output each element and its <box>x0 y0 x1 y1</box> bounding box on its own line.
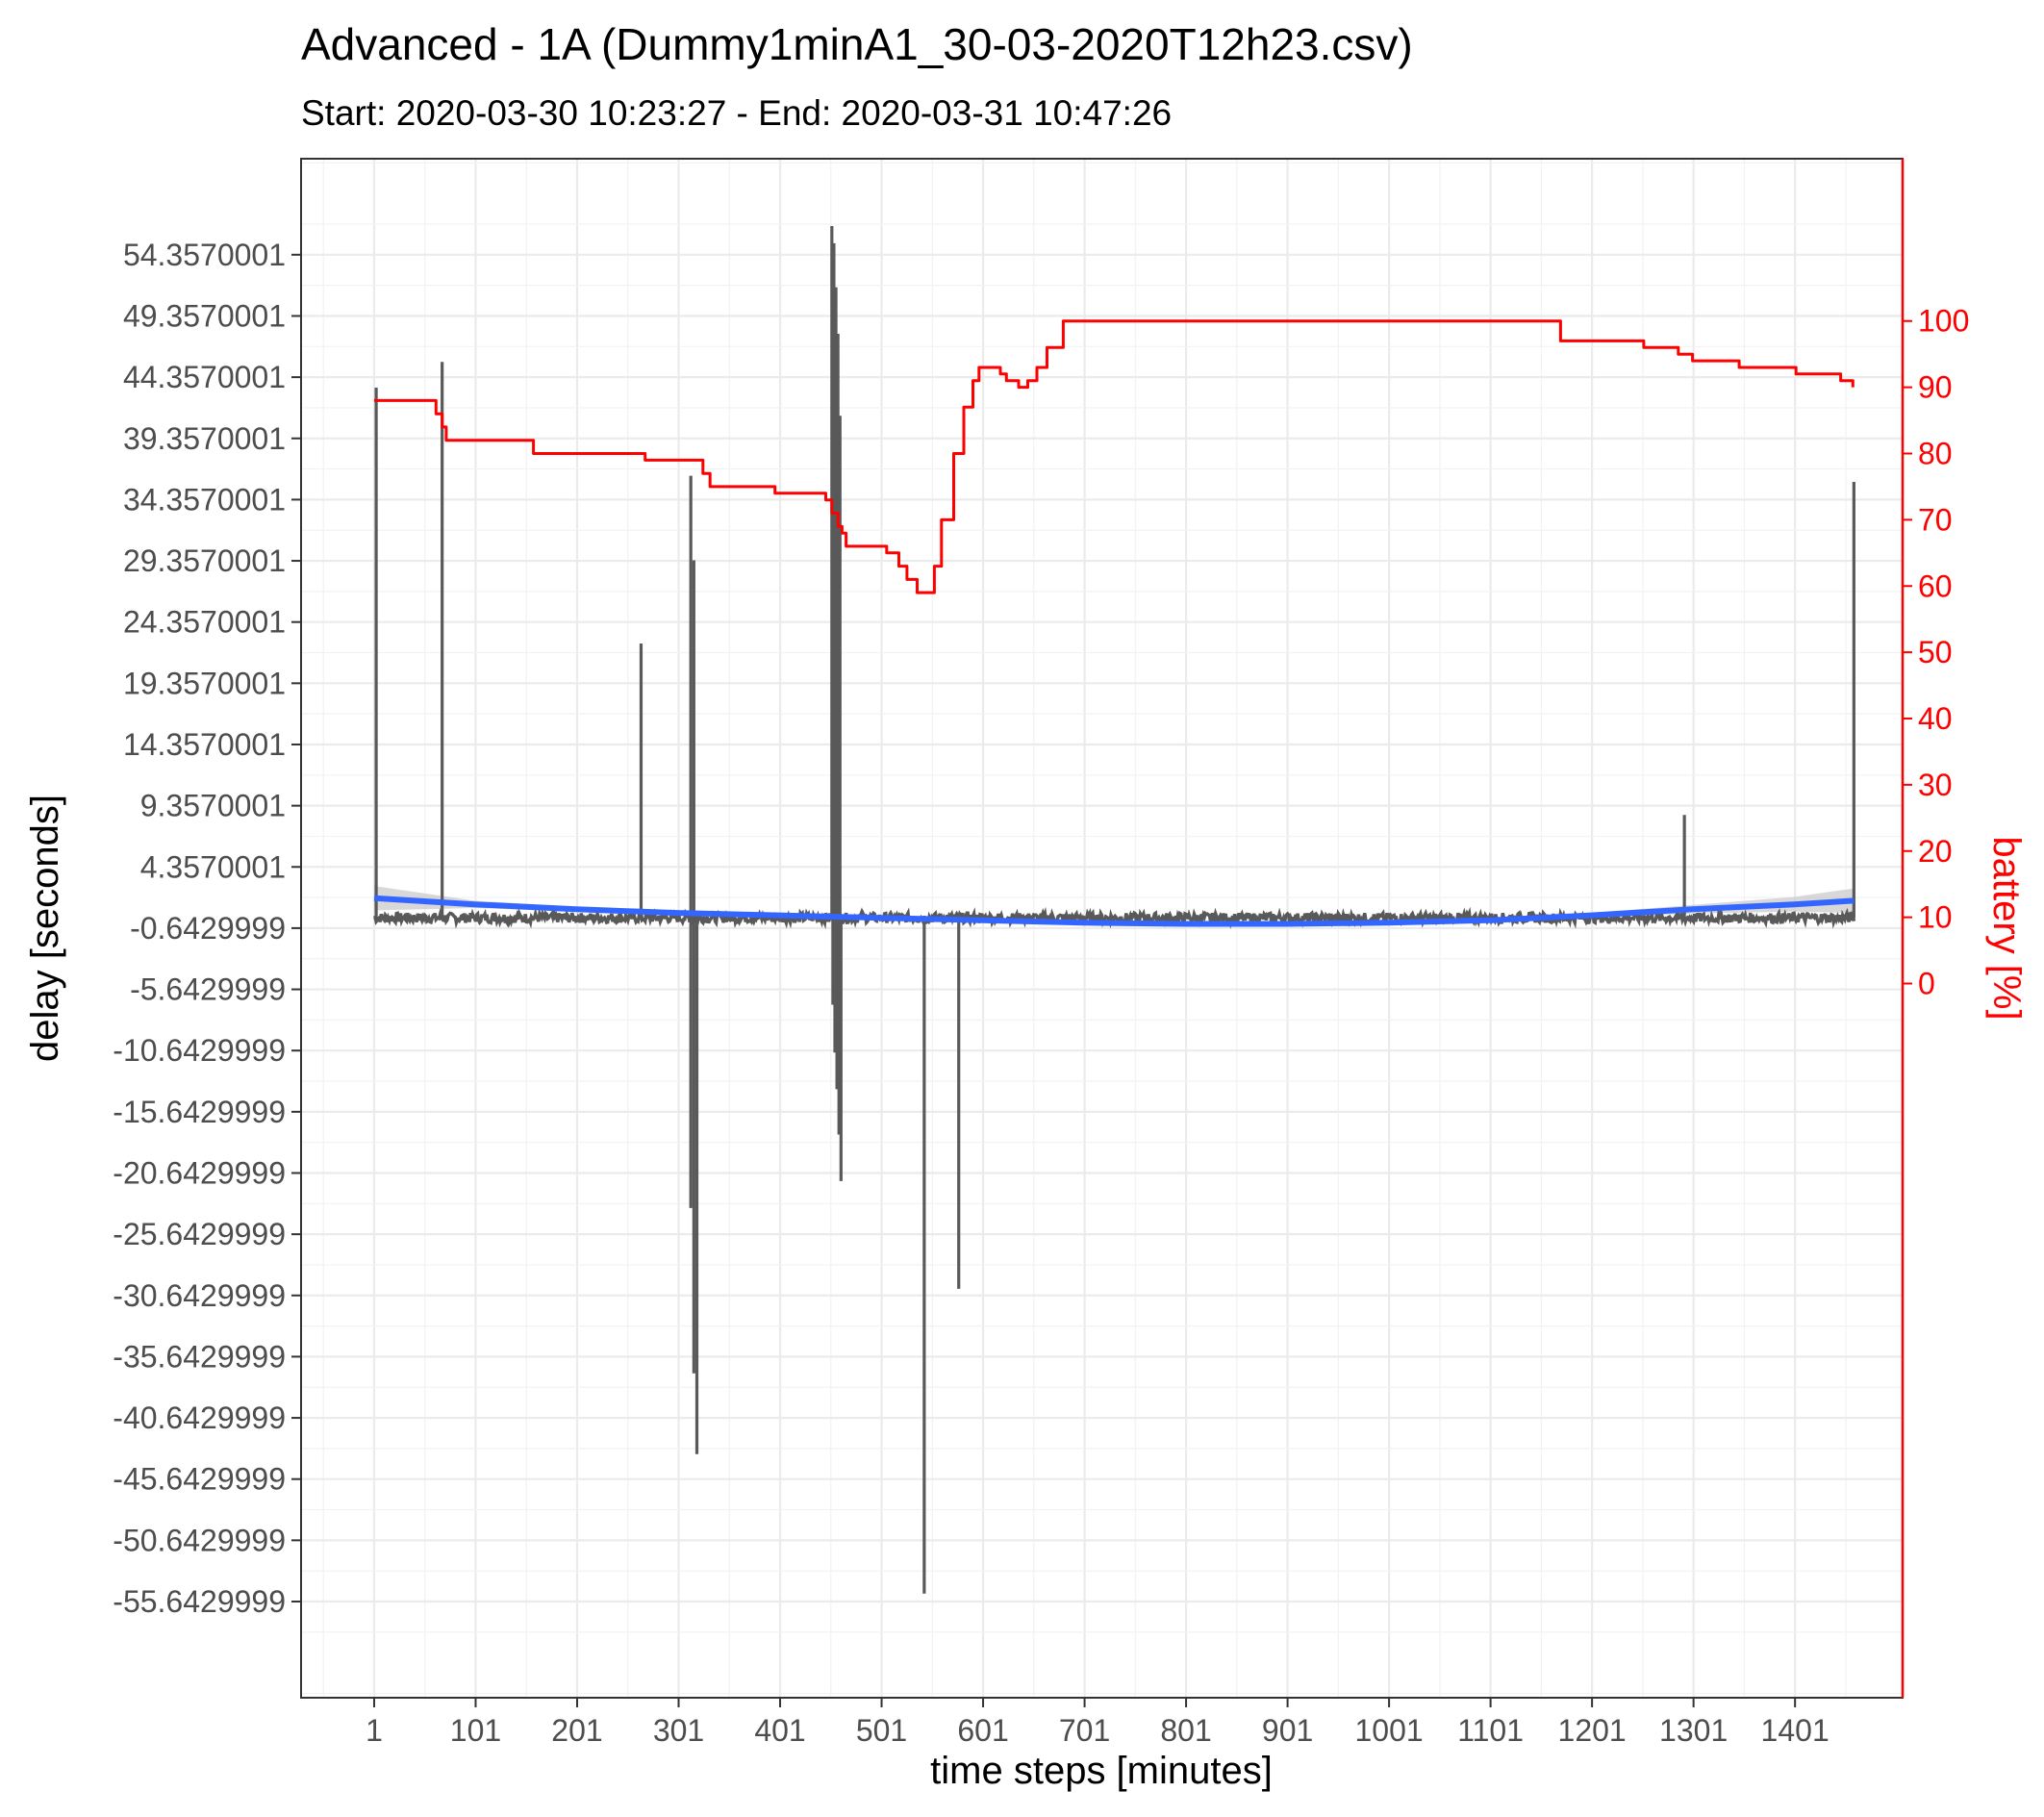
y2-tick-label: 10 <box>1918 900 1953 935</box>
y2-tick-label: 0 <box>1918 967 1935 1001</box>
delay-baseline-line <box>372 906 1856 930</box>
x-tick-label: 501 <box>856 1713 907 1748</box>
x-tick-label: 701 <box>1059 1713 1110 1748</box>
y-tick-label: -0.6429999 <box>130 911 286 946</box>
y2-tick-label: 60 <box>1918 568 1953 603</box>
chart-subtitle: Start: 2020-03-30 10:23:27 - End: 2020-0… <box>301 93 1172 133</box>
x-tick-label: 201 <box>551 1713 602 1748</box>
delay-series <box>372 226 1856 1594</box>
x-tick-label: 1401 <box>1761 1713 1830 1748</box>
y-tick-label: -45.6429999 <box>113 1462 286 1497</box>
battery-series <box>374 319 1855 594</box>
y2-tick-label: 70 <box>1918 502 1953 537</box>
y2-axis-title: battery [%] <box>1985 836 2028 1020</box>
y-tick-label: 24.3570001 <box>123 605 286 640</box>
y-tick-label: 29.3570001 <box>123 543 286 578</box>
y-tick-label: 39.3570001 <box>123 421 286 456</box>
y-tick-label: 4.3570001 <box>140 849 286 884</box>
x-tick-label: 1201 <box>1558 1713 1627 1748</box>
y-tick-label: -35.6429999 <box>113 1339 286 1374</box>
y-tick-label: -55.6429999 <box>113 1584 286 1619</box>
x-axis-title: time steps [minutes] <box>930 1750 1273 1792</box>
y-tick-label: 9.3570001 <box>140 789 286 823</box>
y-tick-label: -50.6429999 <box>113 1523 286 1557</box>
y-tick-label: 44.3570001 <box>123 360 286 394</box>
y2-tick-label: 50 <box>1918 635 1953 669</box>
y-tick-label: -5.6429999 <box>130 972 286 1007</box>
y-tick-label: 14.3570001 <box>123 727 286 762</box>
smooth-trend-line <box>373 895 1855 927</box>
y-tick-label: -15.6429999 <box>113 1095 286 1129</box>
y2-tick-label: 90 <box>1918 370 1953 405</box>
y2-tick-label: 100 <box>1918 304 1969 339</box>
y-tick-label: 19.3570001 <box>123 666 286 700</box>
x-tick-label: 801 <box>1160 1713 1211 1748</box>
smooth-trend-series <box>373 895 1855 927</box>
y-tick-label: 49.3570001 <box>123 298 286 333</box>
x-tick-label: 901 <box>1262 1713 1313 1748</box>
y-tick-label: -40.6429999 <box>113 1401 286 1435</box>
x-axis-ticks: 1 101 201 301 401 501 601 701 801 901 1001 1101 1201… <box>366 1698 1830 1748</box>
y2-tick-label: 20 <box>1918 834 1953 869</box>
x-tick-label: 1001 <box>1355 1713 1424 1748</box>
x-tick-label: 101 <box>450 1713 501 1748</box>
y-tick-label: -10.6429999 <box>113 1033 286 1068</box>
y-tick-label: -25.6429999 <box>113 1217 286 1251</box>
y2-tick-label: 40 <box>1918 701 1953 736</box>
x-tick-label: 301 <box>653 1713 704 1748</box>
y-tick-label: 54.3570001 <box>123 238 286 272</box>
x-tick-label: 1101 <box>1457 1713 1524 1748</box>
y-axis-title: delay [seconds] <box>24 795 66 1062</box>
x-tick-label: 1 <box>366 1713 383 1748</box>
battery-line <box>374 319 1855 594</box>
y2-tick-label: 80 <box>1918 437 1953 471</box>
x-tick-label: 1301 <box>1659 1713 1728 1748</box>
x-tick-label: 401 <box>754 1713 805 1748</box>
y-tick-label: -20.6429999 <box>113 1155 286 1190</box>
y2-tick-label: 30 <box>1918 768 1953 802</box>
grid-lines <box>301 159 1903 1698</box>
x-tick-label: 601 <box>957 1713 1008 1748</box>
y-tick-label: -30.6429999 <box>113 1278 286 1313</box>
y-tick-label: 34.3570001 <box>123 482 286 517</box>
chart-title: Advanced - 1A (Dummy1minA1_30-03-2020T12… <box>301 19 1413 69</box>
y-axis-ticks: 54.3570001 49.3570001 44.3570001 39.3570001… <box>113 238 301 1619</box>
